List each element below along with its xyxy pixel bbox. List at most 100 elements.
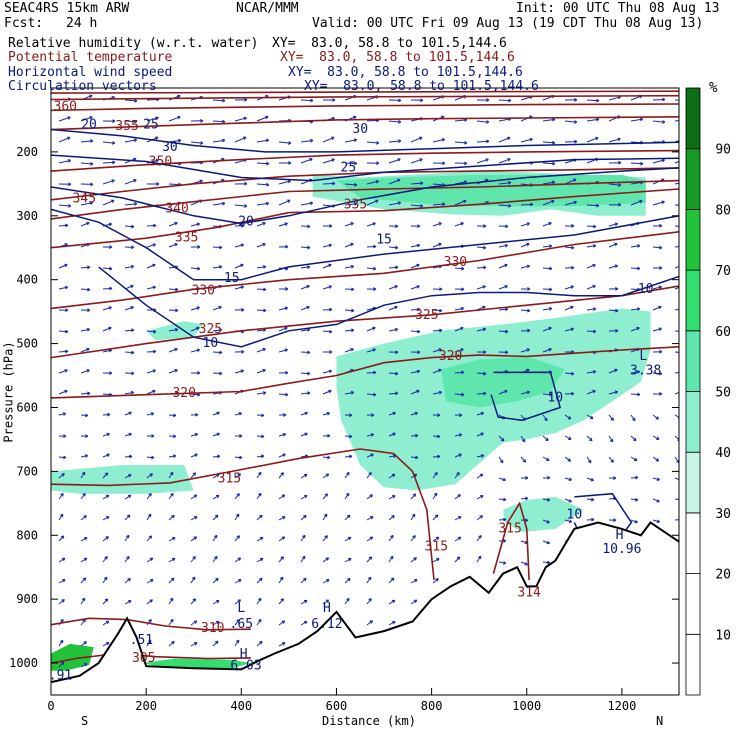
circulation-vector-211 [234, 243, 245, 248]
circulation-vector-428 [542, 392, 553, 397]
circulation-vector-431 [608, 390, 619, 395]
circulation-vector-666 [278, 576, 284, 584]
circulation-vector-233 [80, 265, 91, 270]
circulation-vector-323 [146, 329, 157, 334]
circulation-vector-583 [124, 514, 131, 521]
colorbar-label-60: 60 [715, 325, 731, 340]
circulation-vector-348 [58, 349, 69, 354]
circulation-vector-186 [323, 224, 333, 228]
theta-label-0: 345 [73, 192, 96, 207]
circulation-vector-240 [234, 263, 244, 269]
circulation-vector-705 [80, 641, 87, 647]
circulation-vector-286 [608, 286, 619, 291]
wind-label-4: 30 [162, 140, 178, 155]
theta-label-5: 320 [172, 386, 195, 401]
circulation-vector-548 [630, 475, 639, 480]
circulation-vector-74 [410, 136, 423, 143]
circulation-vector-646 [344, 558, 352, 563]
circulation-vector-83 [608, 137, 621, 143]
circulation-vector-168 [564, 200, 577, 206]
circulation-vector-460 [608, 414, 614, 421]
circulation-vector-409 [124, 390, 135, 395]
circulation-vector-422 [410, 389, 420, 395]
circulation-vector-421 [388, 391, 399, 396]
x-tick-label-800: 800 [421, 699, 443, 713]
circulation-vector-501 [234, 455, 243, 460]
circulation-vector-262 [80, 287, 91, 292]
circulation-vector-380 [124, 371, 135, 376]
colorbar-bin-6 [685, 269, 701, 332]
circulation-vector-648 [388, 555, 394, 563]
circulation-vector-400 [564, 371, 575, 376]
circulation-vector-619 [278, 536, 286, 542]
circulation-vector-377 [58, 369, 68, 374]
wind-label-9: 20 [81, 118, 97, 133]
circulation-vector-7 [212, 98, 226, 103]
circulation-vector-277 [410, 285, 420, 290]
circulation-vector-591 [300, 514, 307, 521]
circulation-vector-254 [542, 266, 553, 271]
circulation-vector-345 [630, 326, 640, 332]
circulation-vector-383 [190, 371, 201, 375]
x-tick-label-1000: 1000 [512, 699, 541, 713]
wind-contour-20-2 [51, 167, 679, 225]
rh-shade-6 [503, 496, 584, 533]
circulation-vector-238 [190, 266, 201, 271]
circulation-vector-572 [520, 496, 529, 501]
circulation-vector-494 [80, 454, 89, 458]
circulation-vector-549 [652, 477, 661, 481]
theta-contour-335-7 [51, 188, 679, 249]
circulation-vector-210 [212, 245, 223, 250]
circulation-vector-182 [234, 223, 245, 228]
circulation-vector-673 [432, 578, 439, 584]
circulation-vector-439 [146, 412, 155, 416]
circulation-vector-407 [80, 391, 91, 396]
circulation-vector-189 [388, 224, 399, 229]
field-vectors-name: Circulation vectors [8, 79, 157, 94]
circulation-vector-270 [256, 287, 267, 292]
circulation-vector-293 [124, 306, 134, 311]
circulation-vector-351 [124, 350, 135, 355]
circulation-vector-423 [432, 390, 443, 395]
circulation-vector-65 [212, 138, 226, 143]
circulation-vector-296 [190, 306, 200, 311]
circulation-vector-171 [630, 199, 643, 206]
circulation-vector-174 [58, 223, 69, 228]
circulation-vector-657 [80, 577, 87, 584]
circulation-vector-603 [564, 519, 573, 523]
circulation-vector-671 [388, 577, 395, 584]
circulation-vector-144 [674, 182, 679, 185]
circulation-vector-556 [168, 492, 174, 500]
circulation-vector-201 [652, 223, 663, 228]
circulation-vector-543 [520, 476, 529, 480]
circulation-vector-685 [300, 599, 308, 605]
circulation-vector-609 [58, 535, 65, 542]
circulation-vector-353 [168, 347, 178, 353]
circulation-vector-87 [58, 159, 72, 164]
circulation-vector-118 [102, 179, 115, 185]
extremum-label-8: H [616, 528, 624, 543]
circulation-vector-395 [454, 370, 465, 375]
circulation-vector-403 [630, 370, 641, 374]
circulation-vector-581 [80, 515, 87, 521]
extremum-label-3: 6.12 [311, 617, 342, 632]
circulation-vector-138 [542, 180, 556, 185]
circulation-vector-628 [476, 534, 482, 542]
circulation-vector-478 [366, 433, 375, 437]
circulation-vector-281 [498, 285, 508, 290]
circulation-vector-275 [366, 287, 377, 291]
circulation-vector-381 [146, 369, 156, 374]
circulation-vector-103 [410, 158, 423, 164]
theta-contour-315-3 [492, 501, 530, 581]
circulation-vector-289 [674, 286, 679, 290]
circulation-vector-148 [124, 202, 138, 206]
circulation-vector-37 [234, 116, 247, 122]
extremum-label-10: .51 [130, 633, 153, 648]
circulation-vector-588 [234, 513, 240, 521]
circulation-vector-708 [168, 640, 175, 647]
circulation-vector-359 [300, 350, 311, 355]
circulation-vector-38 [256, 115, 269, 122]
x-tick-label-0: 0 [47, 699, 54, 713]
circulation-vector-205 [102, 245, 113, 249]
circulation-vector-55 [630, 117, 644, 122]
